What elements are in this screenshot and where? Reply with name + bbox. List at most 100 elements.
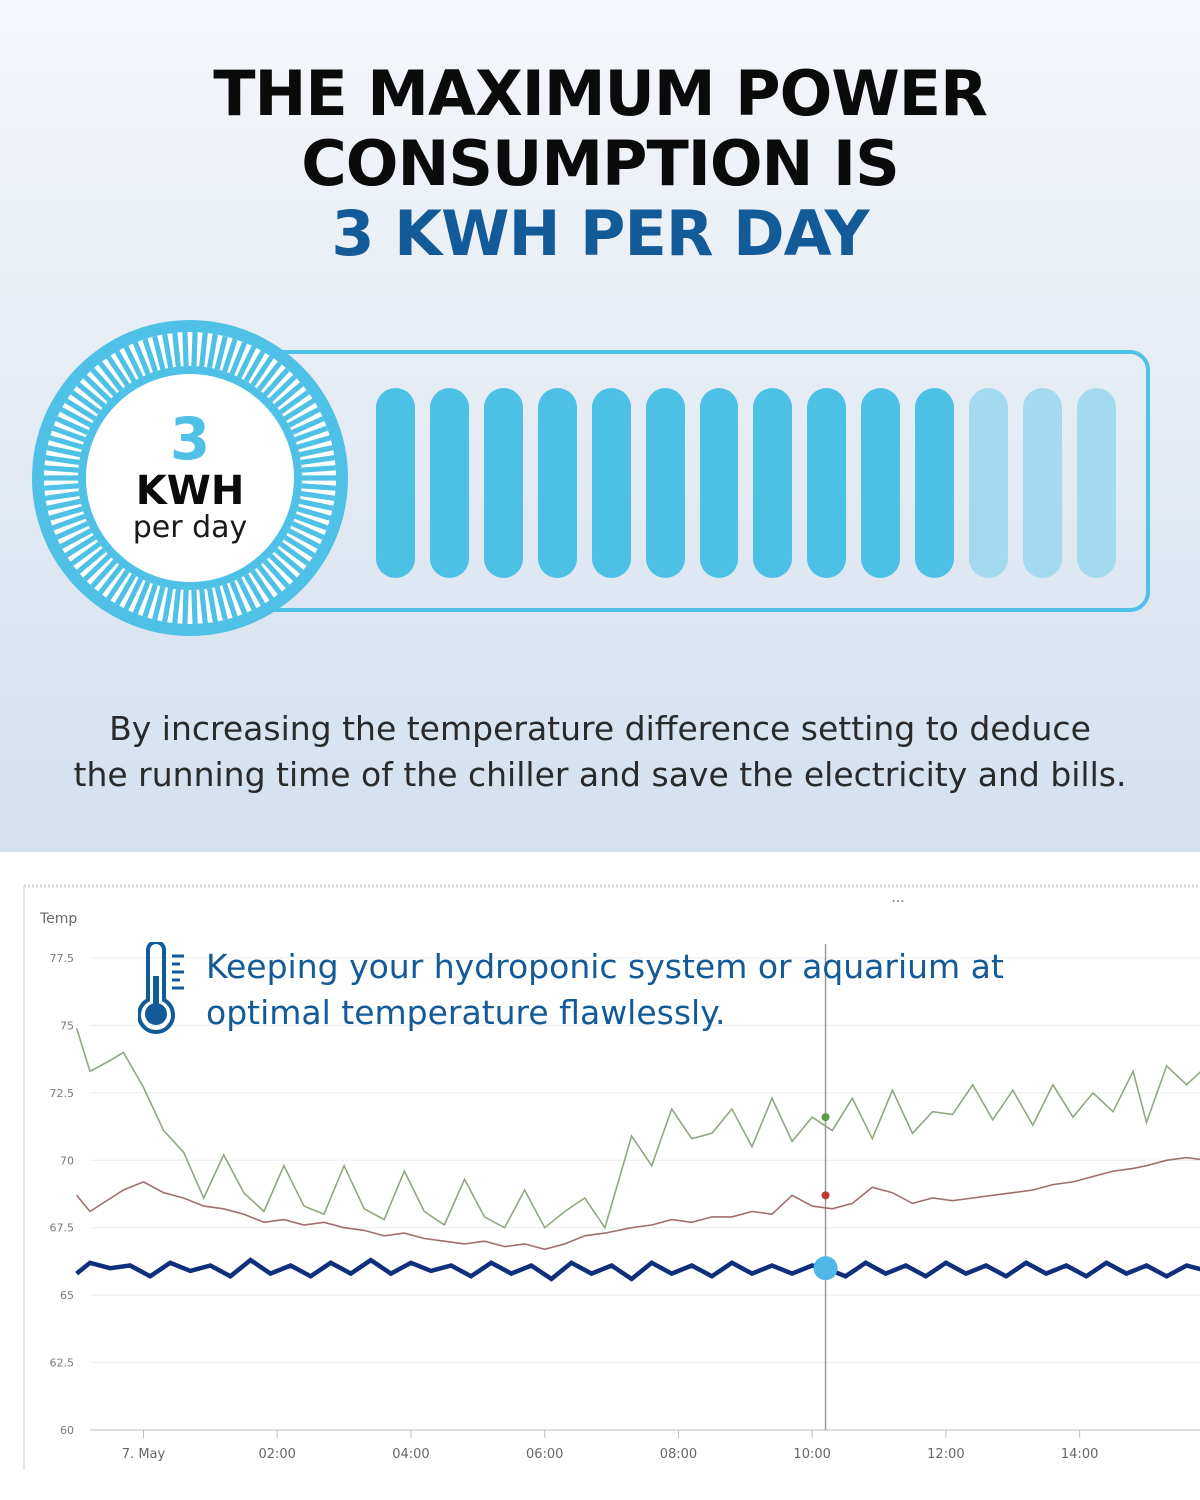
badge-tick xyxy=(76,382,106,408)
badge-tick xyxy=(236,345,257,379)
badge-value: 3 xyxy=(169,405,211,473)
badge-tick xyxy=(114,350,137,383)
badge-tick xyxy=(300,491,335,501)
meter-segment xyxy=(591,388,631,578)
badge-tick xyxy=(299,445,334,458)
badge-tick xyxy=(48,435,84,450)
badge-tick xyxy=(142,338,158,373)
y-tick-label: 72.5 xyxy=(50,1087,75,1100)
badge-tick xyxy=(199,332,208,367)
badge-tick xyxy=(123,577,144,611)
y-tick-label: 70 xyxy=(60,1154,74,1167)
badge-tick xyxy=(263,367,290,397)
badge-tick xyxy=(98,564,124,595)
badge-tick xyxy=(123,345,144,379)
series-marker[interactable] xyxy=(821,1191,830,1200)
badge-tick xyxy=(296,435,332,450)
badge-tick xyxy=(263,559,290,589)
series-line-lower xyxy=(75,1156,1200,1251)
meter-segment xyxy=(969,388,1009,578)
series-line-upper xyxy=(75,1027,1200,1230)
x-tick-label: 10:00 xyxy=(793,1447,830,1462)
thermometer-icon xyxy=(138,942,184,1034)
badge-tick xyxy=(301,465,336,473)
badge-tick xyxy=(296,506,332,521)
y-tick-label: 67.5 xyxy=(50,1222,75,1235)
badge-tick xyxy=(199,589,208,624)
badge-tick xyxy=(106,355,130,387)
badge-tick xyxy=(46,445,81,458)
badge-tick xyxy=(256,361,282,392)
headline-line-1: THE MAXIMUM POWER xyxy=(213,57,988,130)
badge-tick xyxy=(250,569,274,601)
badge-tick xyxy=(64,398,97,421)
x-tick-label: 7. May xyxy=(122,1447,166,1462)
badge-tick xyxy=(191,589,198,625)
series-marker[interactable] xyxy=(821,1113,830,1122)
x-tick-label: 12:00 xyxy=(927,1447,964,1462)
badge-tick xyxy=(44,465,79,473)
overlay-line-2: optimal temperature flawlessly. xyxy=(206,993,726,1032)
badge-tick xyxy=(291,521,325,540)
headline-line-3: 3 KWH PER DAY xyxy=(331,197,869,270)
x-tick-label: 08:00 xyxy=(660,1447,697,1462)
meter-segment xyxy=(807,388,847,578)
badge-tick xyxy=(283,535,316,558)
badge-tick xyxy=(64,535,97,558)
x-tick-label: 02:00 xyxy=(258,1447,295,1462)
chart-menu-icon[interactable]: ··· xyxy=(891,894,904,910)
badge-center xyxy=(86,374,294,582)
meter-segment xyxy=(861,388,901,578)
badge-tick xyxy=(46,498,81,511)
meter-segment xyxy=(645,388,685,578)
badge-tick xyxy=(274,382,304,408)
badge-tick xyxy=(301,483,336,491)
badge-tick xyxy=(299,498,334,511)
badge-subtitle: per day xyxy=(132,510,248,545)
badge-tick xyxy=(182,331,189,367)
badge-unit: KWH xyxy=(135,468,245,514)
badge-tick xyxy=(287,407,321,428)
badge-tick xyxy=(236,577,257,611)
badge-tick xyxy=(279,390,310,415)
badge-tick xyxy=(59,528,93,549)
badge-tick xyxy=(268,374,297,403)
badge-tick xyxy=(55,416,89,435)
badge-tick xyxy=(152,586,166,621)
badge-tick xyxy=(51,425,86,443)
meter-segment xyxy=(699,388,739,578)
meter-segment xyxy=(1076,388,1116,578)
badge-tick xyxy=(51,513,86,531)
badge-tick xyxy=(55,521,89,540)
badge-tick xyxy=(214,586,228,621)
badge-tick xyxy=(76,548,106,574)
badge-tick xyxy=(162,333,174,369)
description-line-2: the running time of the chiller and save… xyxy=(73,755,1127,794)
badge-tick xyxy=(90,559,117,589)
badge-tick xyxy=(206,333,218,369)
badge-tick xyxy=(256,564,282,595)
badge-tick xyxy=(287,528,321,549)
badge-tick xyxy=(70,541,101,566)
badge-tick xyxy=(70,390,101,415)
power-meter-segments xyxy=(376,388,1116,578)
badge-tick xyxy=(172,589,181,624)
badge-ticks xyxy=(44,331,336,625)
meter-segment xyxy=(915,388,955,578)
meter-segment xyxy=(1023,388,1062,578)
series-marker[interactable] xyxy=(813,1256,838,1281)
badge-tick xyxy=(279,541,310,566)
badge-tick xyxy=(162,587,174,623)
badge-tick xyxy=(45,455,80,465)
badge-tick xyxy=(152,335,166,370)
badge-tick xyxy=(98,361,124,392)
badge-tick xyxy=(243,350,266,383)
badge-tick xyxy=(294,425,329,443)
badge-tick xyxy=(214,335,228,370)
badge-tick xyxy=(250,355,274,387)
meter-segment xyxy=(429,388,469,578)
y-tick-label: 65 xyxy=(60,1289,74,1302)
badge-tick xyxy=(142,583,158,618)
badge-tick xyxy=(182,589,189,625)
y-axis-label: Temp xyxy=(39,911,77,927)
